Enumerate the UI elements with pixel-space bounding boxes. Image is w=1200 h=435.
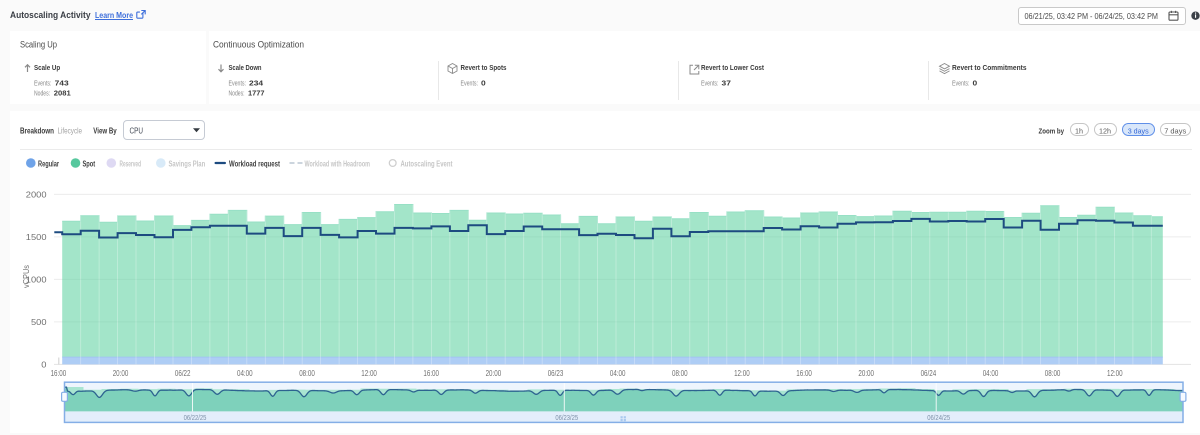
- svg-text:Revert to Commitments: Revert to Commitments: [952, 63, 1027, 72]
- svg-text:12:00: 12:00: [361, 368, 377, 378]
- svg-text:0: 0: [973, 78, 978, 87]
- svg-text:0: 0: [481, 78, 486, 87]
- svg-text:12h: 12h: [1099, 126, 1111, 135]
- svg-text:Workload with Headroom: Workload with Headroom: [305, 159, 371, 168]
- svg-text:Regular: Regular: [38, 159, 59, 168]
- svg-text:06/22: 06/22: [175, 368, 191, 378]
- svg-text:Autoscaling Activity: Autoscaling Activity: [10, 10, 91, 21]
- svg-text:Nodes:: Nodes:: [229, 88, 245, 97]
- svg-text:2081: 2081: [54, 88, 71, 97]
- svg-text:06/23: 06/23: [548, 368, 564, 378]
- svg-text:Events:: Events:: [229, 78, 247, 87]
- svg-text:Revert to Spots: Revert to Spots: [461, 63, 507, 72]
- svg-text:1777: 1777: [248, 88, 265, 97]
- svg-text:12:00: 12:00: [734, 368, 750, 378]
- svg-text:7 days: 7 days: [1164, 126, 1186, 135]
- svg-text:Learn More: Learn More: [95, 11, 133, 20]
- svg-text:Scaling Up: Scaling Up: [20, 40, 57, 50]
- svg-text:16:00: 16:00: [423, 368, 439, 378]
- svg-text:06/22/25: 06/22/25: [184, 413, 207, 422]
- svg-text:743: 743: [55, 78, 69, 87]
- svg-text:06/21/25, 03:42 PM - 06/24/25,: 06/21/25, 03:42 PM - 06/24/25, 03:42 PM: [1025, 11, 1159, 21]
- svg-text:3 days: 3 days: [1128, 126, 1149, 135]
- svg-text:20:00: 20:00: [113, 368, 129, 378]
- svg-text:16:00: 16:00: [51, 368, 67, 378]
- svg-text:1h: 1h: [1075, 126, 1083, 135]
- svg-text:20:00: 20:00: [486, 368, 502, 378]
- svg-text:2000: 2000: [26, 189, 47, 199]
- svg-text:CPU: CPU: [130, 127, 144, 136]
- svg-text:04:00: 04:00: [237, 368, 253, 378]
- svg-text:08:00: 08:00: [672, 368, 688, 378]
- svg-text:Scale Up: Scale Up: [34, 63, 61, 72]
- svg-text:Savings Plan: Savings Plan: [169, 159, 206, 168]
- svg-text:Continuous Optimization: Continuous Optimization: [213, 40, 304, 50]
- svg-text:Events:: Events:: [701, 78, 719, 87]
- svg-text:06/24/25: 06/24/25: [927, 413, 950, 422]
- svg-text:Zoom by: Zoom by: [1039, 126, 1065, 135]
- svg-text:Revert to Lower Cost: Revert to Lower Cost: [701, 63, 765, 72]
- svg-text:Lifecycle: Lifecycle: [58, 126, 83, 135]
- svg-text:Breakdown: Breakdown: [20, 126, 54, 135]
- svg-text:04:00: 04:00: [983, 368, 999, 378]
- svg-text:37: 37: [722, 78, 731, 87]
- svg-text:08:00: 08:00: [299, 368, 315, 378]
- svg-text:Events:: Events:: [34, 78, 52, 87]
- svg-text:1500: 1500: [26, 232, 47, 242]
- svg-text:Spot: Spot: [83, 159, 96, 168]
- svg-text:06/24: 06/24: [921, 368, 937, 378]
- svg-text:20:00: 20:00: [858, 368, 874, 378]
- svg-text:Autoscaling Event: Autoscaling Event: [401, 159, 453, 168]
- svg-text:Events:: Events:: [952, 78, 970, 87]
- svg-text:1000: 1000: [26, 274, 47, 284]
- svg-text:234: 234: [249, 78, 264, 87]
- svg-text:08:00: 08:00: [1045, 368, 1061, 378]
- svg-text:16:00: 16:00: [796, 368, 812, 378]
- svg-text:12:00: 12:00: [1107, 368, 1123, 378]
- svg-text:Scale Down: Scale Down: [229, 63, 262, 72]
- svg-text:06/23/25: 06/23/25: [555, 413, 578, 422]
- svg-text:vCPUs: vCPUs: [21, 265, 31, 288]
- svg-text:500: 500: [31, 317, 47, 327]
- svg-text:Nodes:: Nodes:: [34, 88, 50, 97]
- svg-text:04:00: 04:00: [610, 368, 626, 378]
- svg-text:Events:: Events:: [461, 78, 479, 87]
- svg-text:0: 0: [41, 359, 46, 369]
- svg-text:Workload request: Workload request: [229, 159, 280, 168]
- svg-text:View By: View By: [93, 126, 117, 135]
- svg-text:Reserved: Reserved: [120, 159, 142, 168]
